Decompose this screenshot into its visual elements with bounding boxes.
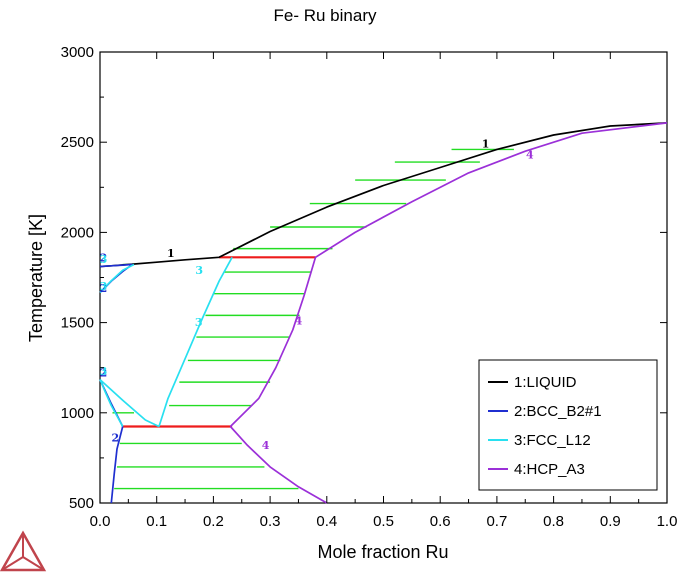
y-tick-label: 2500 xyxy=(61,134,94,151)
x-tick-label: 0.2 xyxy=(203,513,224,530)
curve-label: 3 xyxy=(195,316,203,329)
curve-label: 3 xyxy=(100,253,108,266)
curve-label: 3 xyxy=(195,264,203,277)
curve-label: 4 xyxy=(262,439,270,452)
x-tick-label: 1.0 xyxy=(657,513,678,530)
curve-label: 3 xyxy=(100,280,108,293)
curve-label: 4 xyxy=(295,314,303,327)
thermo-calc-triangle-logo xyxy=(0,530,47,572)
series-line-hcp-a3 xyxy=(229,122,668,428)
series-line-fcc-l12 xyxy=(99,378,160,428)
y-tick-label: 1500 xyxy=(61,315,94,332)
y-tick-label: 3000 xyxy=(61,44,94,61)
legend-entry: 1:LIQUID xyxy=(514,374,577,391)
x-axis-label: Mole fraction Ru xyxy=(317,542,448,562)
invariant-lines xyxy=(122,256,316,428)
curve-label: 1 xyxy=(482,138,490,151)
x-tick-label: 0.7 xyxy=(486,513,507,530)
x-tick-label: 0.0 xyxy=(90,513,111,530)
series-line-bcc-b2-1 xyxy=(99,263,133,268)
y-axis-label: Temperature [K] xyxy=(26,214,46,342)
x-tick-label: 0.9 xyxy=(600,513,621,530)
curve-label: 2 xyxy=(100,367,108,380)
tie-lines xyxy=(112,148,514,490)
x-tick-label: 0.1 xyxy=(146,513,167,530)
x-tick-label: 0.6 xyxy=(430,513,451,530)
chart-title: Fe- Ru binary xyxy=(274,6,377,25)
curve-label: 2 xyxy=(111,432,119,445)
legend-entry: 3:FCC_L12 xyxy=(514,432,591,449)
series-line-fcc-l12 xyxy=(99,379,124,427)
legend-box xyxy=(478,359,658,491)
legend: 1:LIQUID 2:BCC_B2#1 3:FCC_L12 4:HCP_A3 xyxy=(478,359,658,491)
x-tick-label: 0.5 xyxy=(373,513,394,530)
phase-boundaries xyxy=(99,122,668,504)
y-tick-label: 2000 xyxy=(61,224,94,241)
curve-label: 2 xyxy=(100,251,108,264)
series-line-hcp-a3 xyxy=(229,425,328,504)
y-axis-ticks: 500 1000 1500 2000 2500 3000 xyxy=(61,44,667,512)
y-tick-label: 1000 xyxy=(61,405,94,422)
legend-entry: 2:BCC_B2#1 xyxy=(514,403,602,420)
curve-label: 2 xyxy=(100,282,108,295)
curve-label: 3 xyxy=(100,365,108,378)
y-tick-label: 500 xyxy=(69,495,94,512)
x-tick-label: 0.8 xyxy=(543,513,564,530)
x-tick-label: 0.4 xyxy=(316,513,337,530)
x-axis-ticks: 0.0 0.1 0.2 0.3 0.4 0.5 0.6 0.7 0.8 0.9 1.0 xyxy=(90,52,678,530)
curve-label: 4 xyxy=(526,148,534,161)
curve-label: 1 xyxy=(167,247,175,260)
series-line-bcc-b2-1 xyxy=(110,426,124,504)
series-line-fcc-l12 xyxy=(99,263,135,294)
series-line-fcc-l12 xyxy=(158,256,233,427)
legend-entry: 4:HCP_A3 xyxy=(514,461,585,478)
x-tick-label: 0.3 xyxy=(260,513,281,530)
